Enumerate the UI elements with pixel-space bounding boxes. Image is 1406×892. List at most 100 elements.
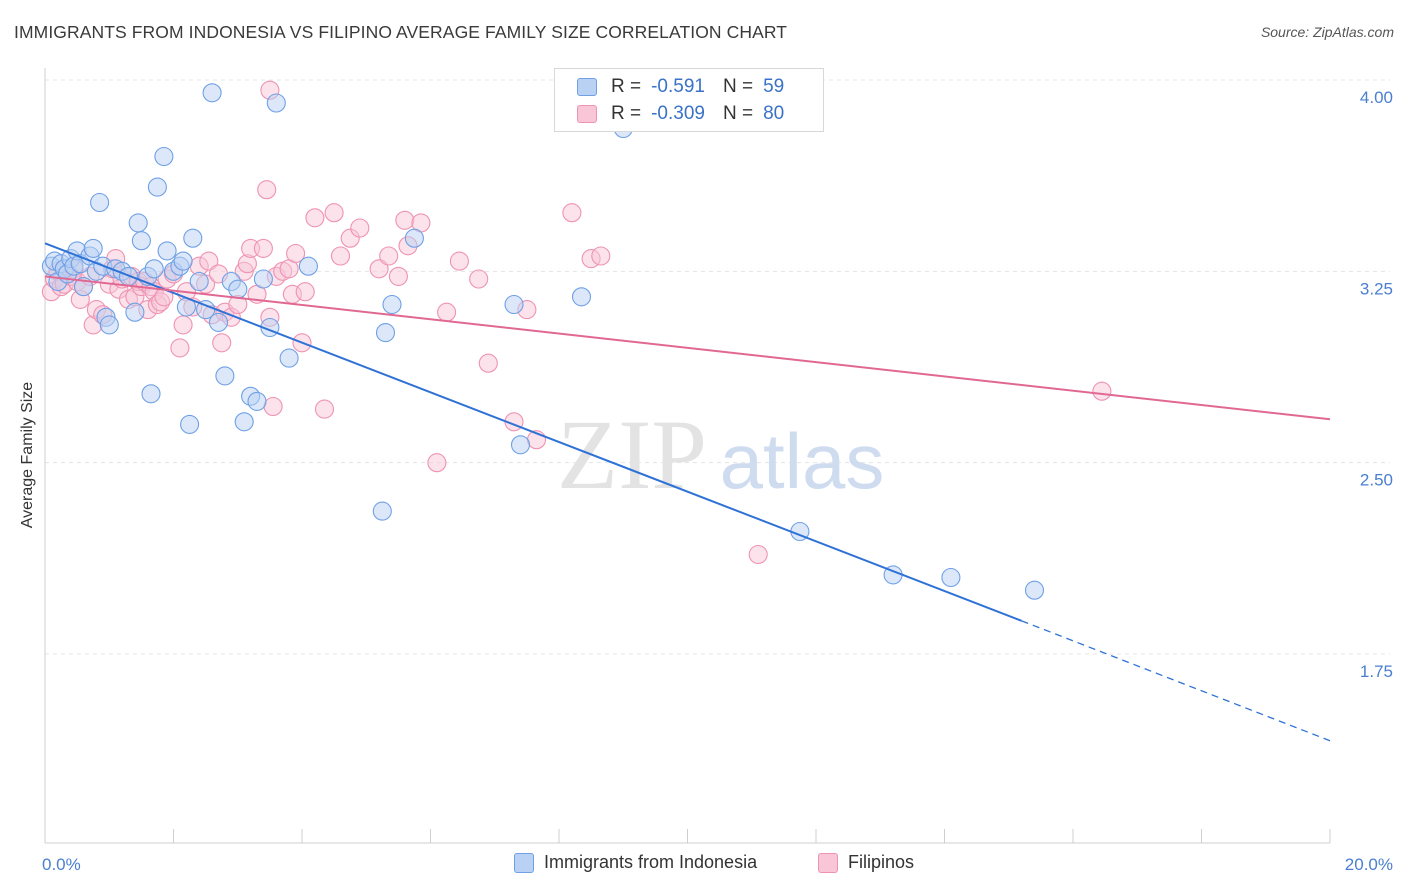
legend-n-label: N = — [722, 76, 754, 97]
point-indonesia — [180, 414, 200, 434]
trend-lines — [44, 242, 1331, 742]
point-filipinos — [253, 238, 273, 258]
point-filipinos — [257, 180, 277, 200]
point-indonesia — [941, 567, 961, 588]
watermark-zip: ZIP — [557, 399, 707, 510]
point-indonesia — [247, 391, 267, 411]
legend-row-indonesia: R = -0.591 N = 59 — [577, 75, 784, 99]
trend-line-indonesia — [44, 242, 1022, 622]
point-indonesia — [154, 146, 174, 167]
source-label: Source: ZipAtlas.com — [1260, 24, 1394, 40]
point-indonesia — [157, 241, 177, 261]
point-indonesia — [99, 315, 119, 335]
point-indonesia — [189, 271, 209, 292]
point-filipinos — [748, 544, 768, 565]
point-indonesia — [147, 177, 167, 197]
watermark: ZIP atlas — [557, 399, 884, 510]
watermark-atlas: atlas — [720, 417, 885, 505]
point-filipinos — [170, 338, 190, 358]
trend-line-filipinos — [44, 275, 1331, 421]
point-filipinos — [295, 282, 315, 302]
grid-lines — [45, 79, 1390, 655]
point-filipinos — [591, 246, 611, 266]
point-filipinos — [469, 269, 489, 289]
point-indonesia — [144, 259, 164, 279]
point-filipinos — [212, 333, 232, 353]
series-swatch-filipinos — [818, 852, 838, 873]
series-label-indonesia: Immigrants from Indonesia — [544, 852, 758, 872]
point-filipinos — [350, 218, 370, 238]
legend-r-label: R = — [611, 76, 642, 97]
point-filipinos — [562, 203, 582, 223]
correlation-legend: R = -0.591 N = 59 R = -0.309 N = 80 — [554, 68, 824, 132]
point-filipinos — [286, 243, 306, 264]
series-swatch-indonesia — [514, 852, 534, 873]
point-indonesia — [266, 93, 286, 113]
trend-line-indonesia-projection — [1021, 620, 1331, 742]
point-filipinos — [478, 353, 498, 373]
point-indonesia — [131, 231, 151, 251]
point-indonesia — [141, 384, 161, 404]
legend-swatch-indonesia — [577, 78, 597, 96]
point-filipinos — [437, 302, 457, 322]
legend-n-label: N = — [722, 103, 754, 124]
point-indonesia — [298, 256, 318, 276]
series-label-filipinos: Filipinos — [848, 852, 915, 872]
point-indonesia — [228, 279, 248, 299]
point-indonesia — [510, 435, 531, 455]
legend-r-value: -0.591 — [651, 76, 705, 97]
y-tick-label: 3.25 — [1360, 279, 1393, 298]
point-filipinos — [369, 259, 389, 279]
point-indonesia — [279, 348, 299, 368]
point-filipinos — [330, 246, 351, 266]
point-indonesia — [173, 251, 193, 271]
point-indonesia — [215, 366, 235, 386]
point-filipinos — [1092, 381, 1112, 401]
point-filipinos — [427, 453, 447, 473]
point-indonesia — [571, 287, 592, 307]
series-legend: Immigrants from Indonesia Filipinos — [0, 852, 1406, 878]
legend-r-value: -0.309 — [651, 103, 705, 124]
series-legend-indonesia[interactable]: Immigrants from Indonesia — [514, 852, 757, 873]
point-indonesia — [183, 228, 203, 248]
legend-n-value: 80 — [763, 103, 785, 124]
legend-n-value: 59 — [763, 76, 785, 97]
point-filipinos — [388, 266, 408, 286]
point-filipinos — [395, 210, 415, 230]
point-indonesia — [1024, 580, 1045, 600]
data-points — [41, 80, 1112, 600]
point-indonesia — [404, 228, 424, 248]
point-indonesia — [90, 192, 110, 213]
point-indonesia — [375, 323, 396, 343]
point-indonesia — [504, 294, 524, 315]
x-tick-label: 0.0% — [42, 855, 81, 874]
point-filipinos — [379, 246, 399, 266]
legend-r-label: R = — [611, 103, 642, 124]
point-filipinos — [199, 251, 219, 271]
point-indonesia — [83, 238, 103, 258]
point-indonesia — [125, 302, 145, 322]
point-indonesia — [234, 412, 254, 432]
series-legend-filipinos[interactable]: Filipinos — [818, 852, 914, 873]
legend-row-filipinos: R = -0.309 N = 80 — [577, 102, 784, 126]
point-filipinos — [263, 396, 283, 417]
point-filipinos — [314, 399, 335, 419]
y-tick-label: 4.00 — [1360, 88, 1393, 107]
point-filipinos — [324, 203, 344, 223]
x-tick-label: 20.0% — [1345, 855, 1393, 874]
axes — [44, 68, 1331, 844]
y-tick-label: 1.75 — [1360, 662, 1393, 681]
point-indonesia — [202, 83, 222, 103]
chart-title: IMMIGRANTS FROM INDONESIA VS FILIPINO AV… — [14, 22, 788, 42]
y-tick-label: 2.50 — [1360, 471, 1393, 490]
tick-labels: 4.00 3.25 2.50 1.75 0.0% 20.0% — [42, 88, 1393, 874]
point-indonesia — [253, 269, 273, 289]
point-indonesia — [372, 501, 392, 521]
legend-swatch-filipinos — [577, 105, 597, 123]
point-indonesia — [128, 213, 148, 233]
point-filipinos — [173, 315, 193, 335]
point-indonesia — [382, 294, 402, 315]
point-filipinos — [305, 208, 325, 228]
point-filipinos — [449, 251, 469, 271]
